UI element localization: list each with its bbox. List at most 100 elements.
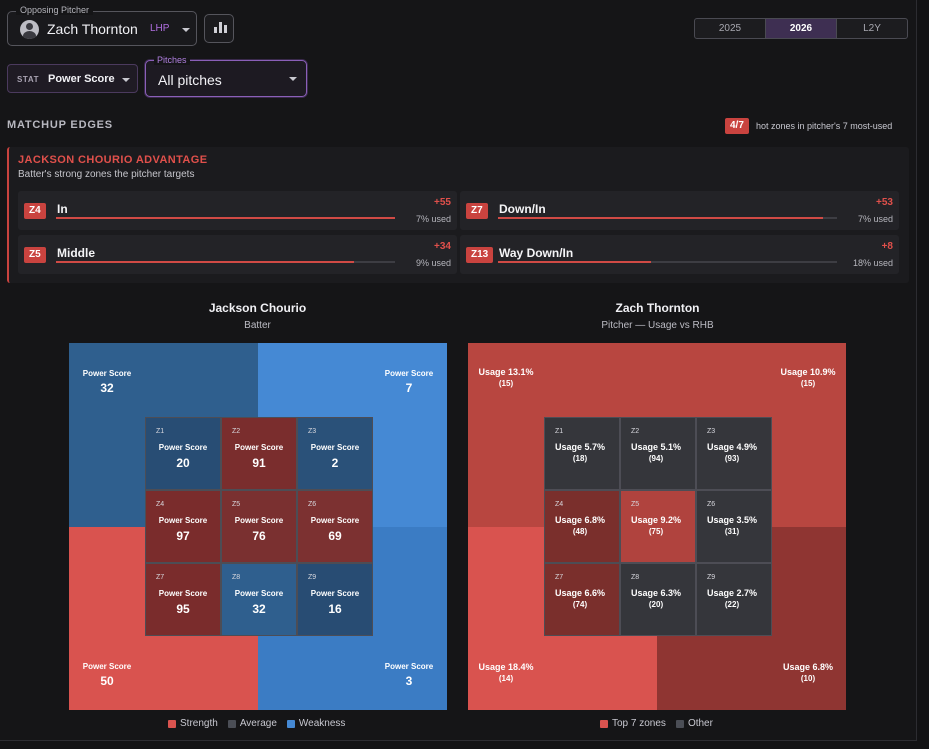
legend-item: Other — [675, 718, 713, 729]
zone-stat-label: Power Score — [158, 589, 208, 598]
outer-zone-value: 3 — [405, 674, 413, 688]
edge-card: Z13 Way Down/In +8 18% used — [460, 235, 899, 274]
legend-swatch — [600, 719, 608, 728]
edge-bar-fill — [498, 217, 824, 219]
opposing-pitcher-select[interactable]: Opposing Pitcher Zach Thornton LHP — [7, 5, 197, 46]
zone-name: Down/In — [499, 202, 546, 216]
pitches-select[interactable]: Pitches All pitches — [145, 55, 307, 97]
edge-delta: +34 — [434, 241, 451, 252]
outer-zone-count: (10) — [800, 674, 816, 683]
zone-stat-value: 95 — [176, 602, 190, 616]
edge-bar-fill — [56, 261, 355, 263]
edge-bar — [498, 217, 837, 219]
avatar-icon — [20, 20, 39, 39]
edge-bar-fill — [498, 261, 651, 263]
batter-chart-legend: Strength Average Weakness — [168, 718, 345, 729]
zone-id: Z3 — [707, 428, 716, 435]
zone-badge: Z13 — [466, 247, 494, 263]
zone-id: Z6 — [707, 501, 716, 508]
edge-delta: +55 — [434, 197, 451, 208]
strike-zone-cell: Z7 Power Score 95 — [145, 563, 221, 636]
zone-id: Z8 — [631, 574, 640, 581]
pitcher-zone-chart: Usage 13.1% (15) Usage 10.9% (15) Usage 18.4… — [468, 343, 846, 710]
zone-badge: Z7 — [466, 203, 488, 219]
zone-stat-label: Power Score — [310, 589, 360, 598]
stats-chart-button[interactable] — [204, 14, 234, 43]
legend-label: Average — [239, 718, 277, 729]
strike-zone-cell: Z3 Power Score 2 — [297, 417, 373, 490]
zone-stat-label: Power Score — [158, 443, 208, 452]
outer-zone-value: 32 — [100, 381, 114, 395]
edge-usage: 9% used — [415, 258, 451, 268]
outer-zone-usage: Usage 10.9% — [780, 367, 836, 377]
batter-chart-subtitle: Batter — [244, 320, 271, 331]
zone-stat-label: Power Score — [234, 589, 284, 598]
zone-pitch-count: (94) — [648, 454, 664, 463]
edge-bar — [56, 261, 395, 263]
legend-item: Strength — [168, 718, 218, 729]
zone-name: Way Down/In — [499, 246, 574, 260]
chevron-down-icon — [122, 78, 130, 82]
zone-id: Z2 — [631, 428, 640, 435]
chevron-down-icon — [289, 77, 297, 81]
edge-delta: +53 — [876, 197, 893, 208]
advantage-title: JACKSON CHOURIO ADVANTAGE — [18, 154, 208, 166]
zone-stat-value: 2 — [331, 456, 339, 470]
chevron-down-icon — [182, 28, 190, 32]
zone-usage: Usage 5.7% — [555, 442, 606, 452]
outer-zone-usage: Usage 18.4% — [478, 662, 534, 672]
legend-item: Top 7 zones — [600, 718, 666, 729]
outer-zone-label: Power Score — [384, 662, 434, 671]
pitcher-chart-legend: Top 7 zones Other — [600, 718, 713, 729]
strike-zone-cell: Z9 Power Score 16 — [297, 563, 373, 636]
strike-zone-cell: Z8 Power Score 32 — [221, 563, 297, 636]
strike-zone-cell: Z6 Usage 3.5% (31) — [696, 490, 772, 563]
strike-zone-cell: Z1 Power Score 20 — [145, 417, 221, 490]
zone-id: Z5 — [232, 501, 241, 508]
zone-pitch-count: (22) — [724, 600, 740, 609]
edge-card: Z7 Down/In +53 7% used — [460, 191, 899, 230]
edge-bar — [498, 261, 837, 263]
zone-id: Z9 — [308, 574, 317, 581]
zone-usage: Usage 6.8% — [555, 515, 606, 525]
edge-usage: 7% used — [857, 214, 893, 224]
zone-stat-value: 16 — [328, 602, 342, 616]
zone-id: Z2 — [232, 428, 241, 435]
edge-card: Z5 Middle +34 9% used — [18, 235, 457, 274]
zone-stat-label: Power Score — [310, 516, 360, 525]
zone-stat-label: Power Score — [310, 443, 360, 452]
season-tabs: 2025 2026 L2Y — [694, 18, 908, 39]
zone-usage: Usage 5.1% — [631, 442, 682, 452]
zone-id: Z4 — [555, 501, 564, 508]
tab-l2y[interactable]: L2Y — [863, 23, 881, 34]
outer-zone-usage: Usage 6.8% — [782, 662, 834, 672]
outer-zone-value: 50 — [100, 674, 114, 688]
strike-zone-cell: Z5 Usage 9.2% (75) — [620, 490, 696, 563]
matchup-edges-title: MATCHUP EDGES — [7, 119, 113, 131]
legend-label: Other — [687, 718, 713, 729]
zone-id: Z1 — [156, 428, 165, 435]
legend-label: Weakness — [298, 718, 346, 729]
tab-2025[interactable]: 2025 — [695, 19, 766, 38]
zone-usage: Usage 3.5% — [707, 515, 758, 525]
stat-select-label: STAT — [17, 75, 40, 84]
zone-pitch-count: (74) — [572, 600, 588, 609]
strike-zone-cell: Z4 Usage 6.8% (48) — [544, 490, 620, 563]
pitches-select-label: Pitches — [154, 55, 190, 65]
zone-pitch-count: (18) — [572, 454, 588, 463]
edge-usage: 7% used — [415, 214, 451, 224]
legend-swatch — [286, 719, 295, 728]
strike-zone-cell: Z2 Power Score 91 — [221, 417, 297, 490]
tab-2026[interactable]: 2026 — [766, 19, 837, 38]
edge-usage: 18% used — [852, 258, 893, 268]
zone-id: Z1 — [555, 428, 564, 435]
zone-stat-label: Power Score — [158, 516, 208, 525]
stat-select[interactable]: STAT Power Score — [7, 64, 138, 93]
zone-pitch-count: (31) — [724, 527, 740, 536]
matchup-panel: Opposing Pitcher Zach Thornton LHP 2025 … — [0, 0, 917, 741]
strike-zone-cell: Z9 Usage 2.7% (22) — [696, 563, 772, 636]
edge-bar-fill — [56, 217, 395, 219]
zone-stat-value: 97 — [176, 529, 190, 543]
zone-stat-value: 91 — [252, 456, 266, 470]
legend-item: Average — [227, 718, 277, 729]
